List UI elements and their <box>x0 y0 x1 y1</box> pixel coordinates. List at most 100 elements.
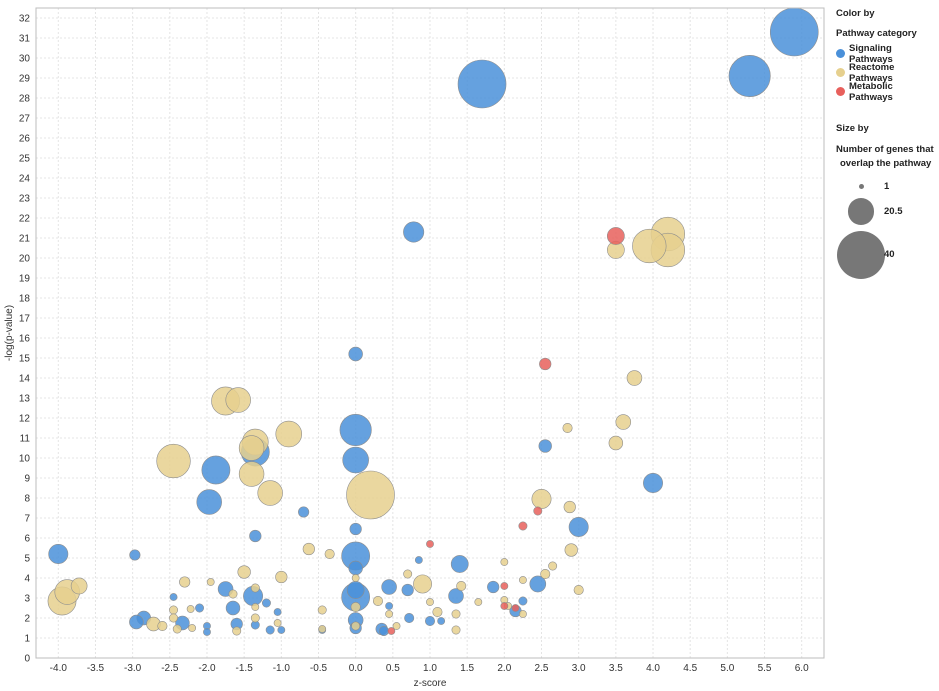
bubble-point[interactable] <box>615 414 632 430</box>
bubble-point[interactable] <box>237 565 251 579</box>
bubble-point[interactable] <box>548 561 558 571</box>
bubble-point[interactable] <box>372 595 383 607</box>
bubble-point[interactable] <box>538 439 552 453</box>
bubble-point[interactable] <box>539 357 552 371</box>
bubble-point[interactable] <box>257 480 283 506</box>
bubble-point[interactable] <box>563 500 576 514</box>
bubble-point[interactable] <box>533 506 543 516</box>
bubble-point[interactable] <box>238 435 265 461</box>
bubble-point[interactable] <box>70 577 88 595</box>
bubble-point[interactable] <box>457 59 507 109</box>
bubble-point[interactable] <box>261 598 271 608</box>
bubble-point[interactable] <box>249 529 262 543</box>
bubble-point[interactable] <box>129 549 141 561</box>
bubble-point[interactable] <box>251 603 260 611</box>
bubble-point[interactable] <box>500 558 509 566</box>
bubble-point[interactable] <box>318 625 327 633</box>
bubble-point[interactable] <box>179 576 191 588</box>
bubble-point[interactable] <box>195 603 205 613</box>
bubble-point[interactable] <box>540 568 551 580</box>
bubble-point[interactable] <box>728 55 771 97</box>
bubble-point[interactable] <box>606 227 625 245</box>
bubble-point[interactable] <box>250 613 260 623</box>
bubble-point[interactable] <box>238 461 265 487</box>
bubble-point[interactable] <box>339 413 372 447</box>
bubble-point[interactable] <box>385 602 394 610</box>
bubble-point[interactable] <box>413 574 432 594</box>
bubble-point[interactable] <box>157 620 168 632</box>
bubble-point[interactable] <box>392 622 401 630</box>
bubble-point[interactable] <box>172 624 182 634</box>
bubble-point[interactable] <box>518 596 528 606</box>
bubble-point[interactable] <box>562 422 573 434</box>
bubble-point[interactable] <box>346 581 365 599</box>
bubble-point[interactable] <box>451 625 461 635</box>
bubble-point[interactable] <box>451 609 461 619</box>
bubble-point[interactable] <box>196 489 222 515</box>
bubble-point[interactable] <box>342 446 369 474</box>
bubble-point[interactable] <box>273 619 282 627</box>
bubble-point[interactable] <box>203 628 211 636</box>
bubble-point[interactable] <box>426 540 434 548</box>
bubble-point[interactable] <box>437 617 446 625</box>
bubble-point[interactable] <box>302 542 315 556</box>
bubble-point[interactable] <box>500 602 509 610</box>
bubble-point[interactable] <box>500 582 509 590</box>
bubble-point[interactable] <box>186 605 195 613</box>
bubble-point[interactable] <box>519 576 527 584</box>
bubble-point[interactable] <box>414 556 423 564</box>
bubble-point[interactable] <box>608 435 624 451</box>
bubble-point[interactable] <box>277 626 286 634</box>
bubble-point[interactable] <box>432 606 443 618</box>
bubble-point[interactable] <box>632 228 667 264</box>
bubble-point[interactable] <box>351 574 360 582</box>
bubble-point[interactable] <box>378 625 389 637</box>
bubble-point[interactable] <box>385 610 394 618</box>
bubble-point[interactable] <box>156 443 191 479</box>
bubble-point[interactable] <box>448 588 464 604</box>
bubble-point[interactable] <box>349 522 362 536</box>
bubble-point[interactable] <box>404 612 415 624</box>
bubble-point[interactable] <box>643 473 663 493</box>
bubble-point[interactable] <box>273 608 282 616</box>
bubble-point[interactable] <box>568 517 589 537</box>
bubble-point[interactable] <box>450 555 469 573</box>
bubble-point[interactable] <box>518 521 528 531</box>
bubble-point[interactable] <box>387 627 396 635</box>
bubble-point[interactable] <box>169 593 178 601</box>
bubble-point[interactable] <box>201 455 231 485</box>
bubble-point[interactable] <box>424 615 436 627</box>
bubble-point[interactable] <box>426 598 434 606</box>
bubble-point[interactable] <box>403 569 413 579</box>
bubble-point[interactable] <box>228 589 238 599</box>
bubble-point[interactable] <box>275 570 288 584</box>
bubble-point[interactable] <box>381 579 397 595</box>
bubble-point[interactable] <box>351 621 361 631</box>
bubble-point[interactable] <box>250 583 260 593</box>
bubble-point[interactable] <box>206 578 215 586</box>
bubble-point[interactable] <box>169 613 178 623</box>
bubble-point[interactable] <box>225 600 241 616</box>
bubble-point[interactable] <box>573 584 584 596</box>
bubble-point[interactable] <box>401 583 414 597</box>
bubble-point[interactable] <box>348 346 363 362</box>
bubble-point[interactable] <box>487 580 500 594</box>
bubble-point[interactable] <box>346 470 395 520</box>
bubble-point[interactable] <box>626 370 643 386</box>
bubble-point[interactable] <box>324 548 335 560</box>
bubble-point[interactable] <box>225 387 251 413</box>
bubble-point[interactable] <box>188 624 197 632</box>
bubble-point[interactable] <box>511 604 520 612</box>
bubble-point[interactable] <box>129 614 144 630</box>
bubble-point[interactable] <box>474 598 483 606</box>
bubble-point[interactable] <box>169 605 178 615</box>
bubble-point[interactable] <box>348 560 363 576</box>
bubble-point[interactable] <box>317 605 327 615</box>
bubble-point[interactable] <box>298 506 310 518</box>
bubble-point[interactable] <box>275 420 303 448</box>
bubble-point[interactable] <box>531 489 552 509</box>
bubble-point[interactable] <box>769 7 819 57</box>
bubble-point[interactable] <box>564 543 578 557</box>
bubble-point[interactable] <box>48 544 69 564</box>
bubble-point[interactable] <box>265 625 275 635</box>
